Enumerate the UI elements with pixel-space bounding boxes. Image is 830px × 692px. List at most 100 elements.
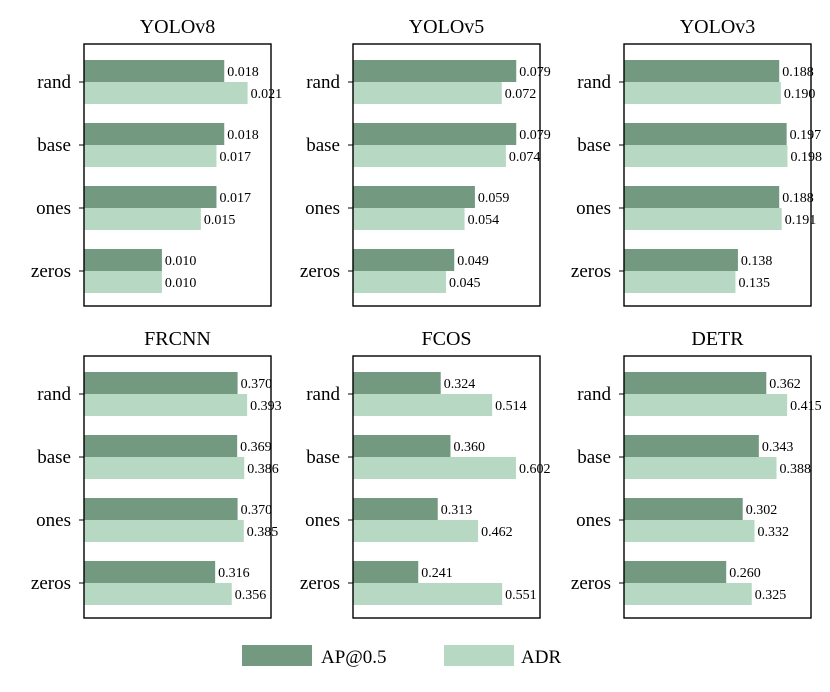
data-label: 0.079 [519, 128, 551, 143]
bar-ap [624, 372, 767, 394]
bar-ap [84, 123, 225, 145]
bar-adr [624, 208, 782, 230]
data-label: 0.356 [235, 588, 267, 603]
bar-ap [353, 372, 441, 394]
data-label: 0.332 [758, 525, 790, 540]
bar-ap [84, 60, 225, 82]
bar-adr [84, 457, 245, 479]
data-label: 0.313 [441, 503, 473, 518]
bar-ap [353, 60, 517, 82]
data-label: 0.191 [785, 213, 817, 228]
bar-adr [353, 145, 506, 167]
bar-ap [353, 561, 419, 583]
bar-ap [624, 435, 759, 457]
panel-frame [623, 355, 812, 619]
bar-ap [84, 435, 238, 457]
data-label: 0.010 [165, 276, 197, 291]
data-label: 0.197 [790, 128, 822, 143]
category-label: ones [576, 510, 611, 531]
category-label: base [37, 135, 71, 156]
data-label: 0.551 [505, 588, 536, 603]
panel-detr: DETR rand 0.362 0.415 base 0.343 0.388 ones 0.30… [571, 328, 822, 619]
bar-ap [84, 249, 162, 271]
panel-title: DETR [691, 328, 744, 350]
category-label: rand [37, 384, 71, 405]
bar-adr [84, 394, 248, 416]
panel-title: YOLOv5 [409, 16, 485, 38]
category-label: ones [576, 198, 611, 219]
data-label: 0.316 [218, 566, 250, 581]
bar-ap [84, 561, 216, 583]
data-label: 0.018 [227, 128, 259, 143]
data-label: 0.188 [782, 65, 814, 80]
bar-ap [353, 123, 517, 145]
data-label: 0.602 [519, 462, 551, 477]
category-label: rand [577, 384, 611, 405]
category-label: zeros [300, 261, 340, 282]
category-label: rand [577, 72, 611, 93]
bar-adr [84, 520, 244, 542]
data-label: 0.198 [790, 150, 822, 165]
panel-frcnn: FRCNN rand 0.370 0.393 base 0.369 0.386 ones 0.3… [31, 328, 282, 619]
category-label: rand [306, 384, 340, 405]
bar-adr [353, 583, 503, 605]
bar-ap [624, 498, 743, 520]
panel-title: FCOS [421, 328, 471, 350]
data-label: 0.190 [784, 87, 816, 102]
data-label: 0.074 [509, 150, 541, 165]
data-label: 0.059 [478, 191, 510, 206]
category-label: zeros [571, 573, 611, 594]
category-label: ones [36, 198, 71, 219]
category-label: base [306, 135, 340, 156]
bar-adr [84, 271, 162, 293]
bar-adr [84, 82, 248, 104]
panel-frame [352, 355, 541, 619]
bar-adr [624, 520, 755, 542]
bar-ap [353, 435, 451, 457]
bar-adr [353, 457, 516, 479]
data-label: 0.135 [738, 276, 770, 291]
bar-adr [84, 583, 232, 605]
bar-adr [353, 82, 502, 104]
category-label: zeros [571, 261, 611, 282]
data-label: 0.386 [247, 462, 279, 477]
bar-ap [84, 498, 238, 520]
data-label: 0.072 [505, 87, 536, 102]
panel-yolov8: YOLOv8 rand 0.018 0.021 base 0.018 0.017 ones 0.… [31, 16, 283, 307]
data-label: 0.015 [204, 213, 236, 228]
bar-adr [624, 145, 788, 167]
data-label: 0.462 [481, 525, 513, 540]
data-label: 0.010 [165, 254, 197, 269]
bar-adr [624, 271, 736, 293]
bar-ap [624, 249, 738, 271]
panel-yolov3: YOLOv3 rand 0.188 0.190 base 0.197 0.198 ones 0.… [571, 16, 822, 307]
category-label: rand [37, 72, 71, 93]
data-label: 0.302 [746, 503, 778, 518]
bar-ap [624, 123, 787, 145]
bar-ap [353, 186, 475, 208]
chart-legend: AP@0.5 ADR [242, 645, 561, 668]
data-label: 0.021 [251, 87, 283, 102]
panel-yolov5: YOLOv5 rand 0.079 0.072 base 0.079 0.074 ones 0.… [300, 16, 551, 307]
panel-fcos: FCOS rand 0.324 0.514 base 0.360 0.602 ones 0.31… [300, 328, 551, 619]
data-label: 0.370 [241, 503, 273, 518]
category-label: base [306, 447, 340, 468]
legend-swatch-adr [444, 645, 514, 666]
category-label: ones [305, 510, 340, 531]
data-label: 0.045 [449, 276, 481, 291]
data-label: 0.138 [741, 254, 773, 269]
panel-frame [352, 43, 541, 307]
category-label: ones [36, 510, 71, 531]
panel-frame [623, 43, 812, 307]
bar-ap [624, 60, 780, 82]
bar-adr [624, 394, 788, 416]
category-label: base [577, 447, 611, 468]
bar-adr [353, 520, 479, 542]
data-label: 0.362 [769, 377, 801, 392]
data-label: 0.393 [250, 399, 282, 414]
data-label: 0.188 [782, 191, 814, 206]
data-label: 0.514 [495, 399, 527, 414]
category-label: zeros [300, 573, 340, 594]
data-label: 0.241 [421, 566, 453, 581]
